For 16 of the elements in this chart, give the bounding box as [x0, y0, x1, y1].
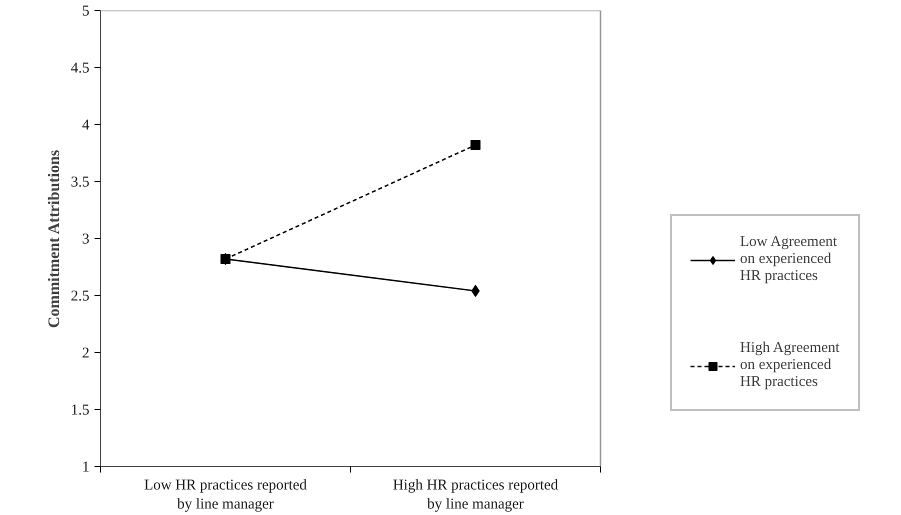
y-tick-label: 5 — [82, 4, 90, 20]
y-tick-label: 1.5 — [70, 402, 90, 418]
y-tick-label: 3 — [82, 232, 90, 248]
point — [471, 284, 480, 297]
y-tick-label: 3.5 — [70, 174, 90, 190]
y-tick-label: 1 — [82, 460, 90, 476]
x-tick-label: Low HR practices reported by line manager — [144, 478, 308, 513]
y-tick-label: 4 — [82, 118, 90, 134]
legend-label: High Agreement on experienced HR practices — [740, 340, 840, 391]
y-tick-label: 4.5 — [70, 60, 90, 76]
point — [470, 140, 480, 150]
y-tick-label: 2.5 — [70, 288, 90, 304]
y-tick-label: 2 — [82, 346, 90, 362]
y-axis-title: Commitment Attributions — [46, 150, 63, 328]
legend-label: Low Agreement on experienced HR practices — [740, 234, 838, 285]
x-tick-label: High HR practices reported by line manager — [392, 478, 559, 513]
